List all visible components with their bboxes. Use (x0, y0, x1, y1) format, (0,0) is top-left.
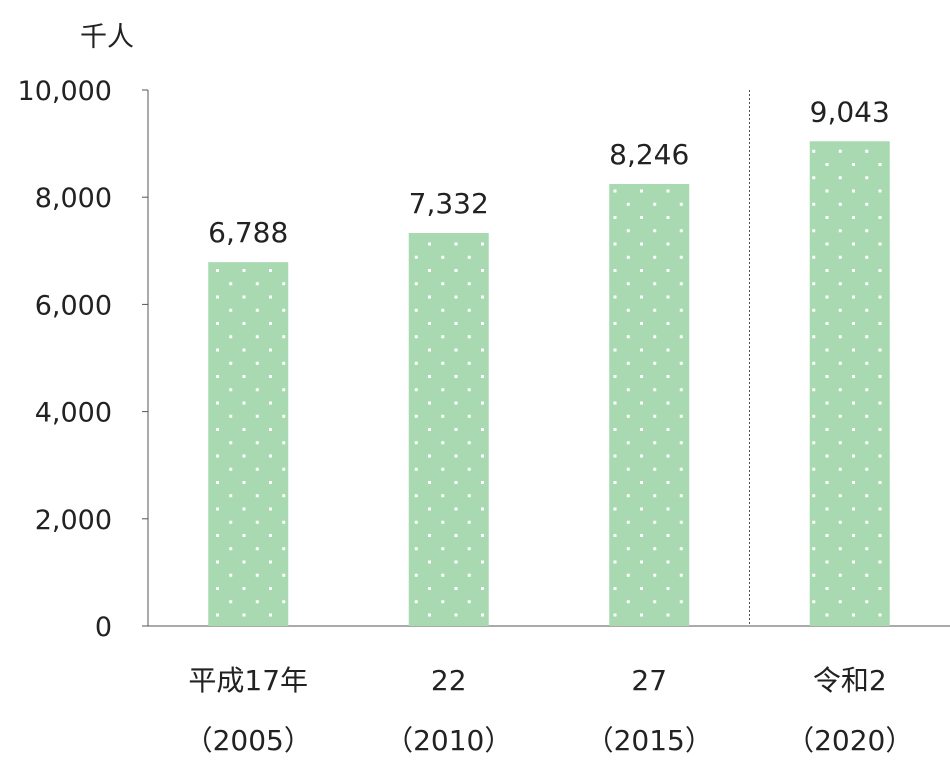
y-axis: 0 2,000 4,000 6,000 8,000 10,000 (18, 76, 950, 643)
y-tick-label: 4,000 (35, 398, 112, 429)
y-tick-label: 2,000 (35, 505, 112, 536)
x-tick-year: （2010） (385, 724, 512, 757)
x-tick-label: 22 (431, 664, 467, 697)
x-tick-year: （2015） (586, 724, 713, 757)
bar (809, 141, 890, 626)
data-label: 7,332 (409, 187, 489, 220)
x-axis-labels: 平成17年 （2005） 22 （2010） 27 （2015） 令和2 （2020） (185, 664, 914, 757)
y-tick-label: 8,000 (35, 183, 112, 214)
y-tick-label: 10,000 (18, 76, 112, 107)
data-label: 6,788 (208, 216, 288, 249)
x-tick-label: 令和2 (813, 664, 887, 697)
x-tick-year: （2020） (786, 724, 913, 757)
bar (609, 184, 690, 626)
unit-label: 千人 (80, 22, 134, 53)
y-tick-label: 6,000 (35, 290, 112, 321)
bars: 6,788 7,332 8,246 9,043 (208, 90, 890, 626)
x-tick-label: 平成17年 (188, 664, 308, 697)
y-tick-label: 0 (95, 612, 112, 643)
x-tick-label: 27 (631, 664, 667, 697)
x-tick-year: （2005） (185, 724, 312, 757)
data-label: 8,246 (609, 138, 689, 171)
data-label: 9,043 (810, 95, 890, 128)
bar (208, 262, 289, 626)
bar (408, 233, 489, 626)
